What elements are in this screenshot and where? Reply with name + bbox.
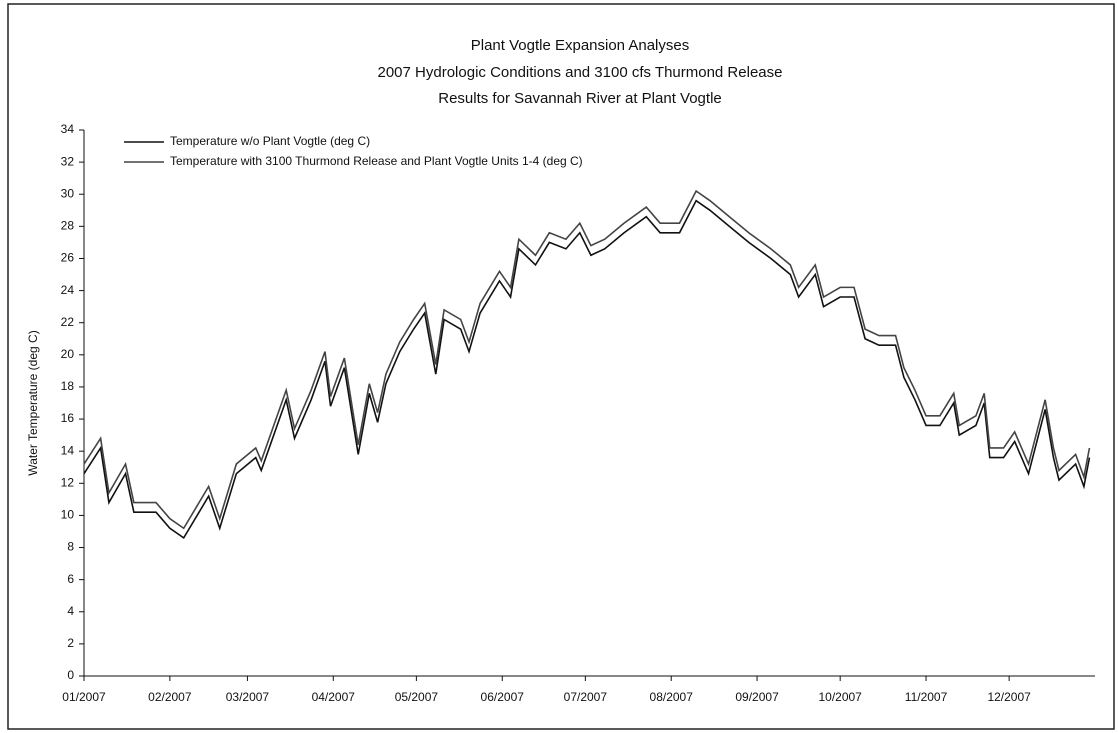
- y-tick-label: 6: [67, 572, 74, 586]
- x-tick-label: 05/2007: [395, 690, 439, 704]
- y-tick-label: 34: [61, 122, 75, 136]
- y-tick-label: 12: [61, 475, 75, 489]
- x-tick-label: 06/2007: [481, 690, 525, 704]
- y-tick-label: 28: [61, 219, 75, 233]
- y-tick-label: 32: [61, 154, 75, 168]
- y-tick-label: 16: [61, 411, 75, 425]
- y-tick-label: 4: [67, 604, 74, 618]
- x-tick-label: 11/2007: [905, 690, 948, 704]
- y-axis-label: Water Temperature (deg C): [26, 330, 40, 475]
- chart-title: 2007 Hydrologic Conditions and 3100 cfs …: [378, 64, 783, 81]
- x-tick-label: 12/2007: [987, 690, 1031, 704]
- y-tick-label: 30: [61, 186, 75, 200]
- y-tick-label: 26: [61, 251, 75, 265]
- y-tick-label: 10: [61, 508, 75, 522]
- x-tick-label: 04/2007: [312, 690, 356, 704]
- x-tick-label: 07/2007: [564, 690, 608, 704]
- x-tick-label: 01/2007: [62, 690, 106, 704]
- x-tick-label: 03/2007: [226, 690, 270, 704]
- y-tick-label: 0: [67, 668, 74, 682]
- chart-title: Results for Savannah River at Plant Vogt…: [438, 90, 722, 107]
- legend-label: Temperature w/o Plant Vogtle (deg C): [170, 134, 370, 148]
- series-line: [83, 189, 1091, 530]
- y-tick-label: 8: [67, 540, 74, 554]
- y-tick-label: 22: [61, 315, 75, 329]
- x-tick-label: 09/2007: [735, 690, 779, 704]
- series-line: [83, 199, 1091, 540]
- y-tick-label: 20: [61, 347, 75, 361]
- legend-label: Temperature with 3100 Thurmond Release a…: [170, 154, 583, 168]
- x-tick-label: 08/2007: [650, 690, 694, 704]
- y-tick-label: 2: [67, 636, 74, 650]
- y-tick-label: 24: [61, 283, 75, 297]
- frame: [7, 3, 1115, 730]
- x-tick-label: 02/2007: [148, 690, 192, 704]
- y-tick-label: 18: [61, 379, 75, 393]
- x-tick-label: 10/2007: [818, 690, 862, 704]
- chart-title: Plant Vogtle Expansion Analyses: [471, 37, 689, 54]
- y-tick-label: 14: [61, 443, 75, 457]
